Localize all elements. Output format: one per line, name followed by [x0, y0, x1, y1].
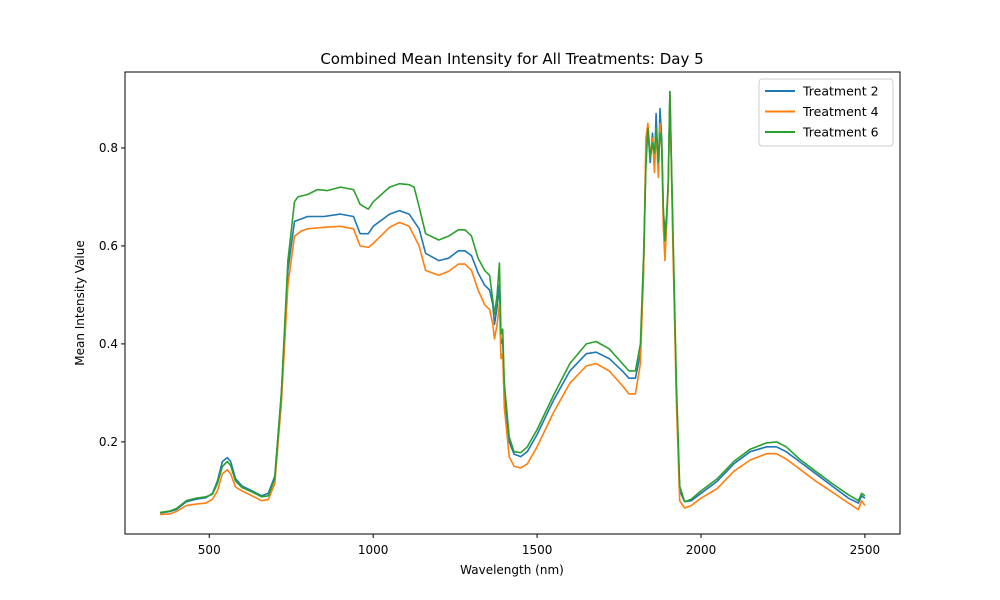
plot-area: [159, 90, 866, 516]
x-tick-label: 2000: [686, 543, 717, 557]
x-axis-label: Wavelength (nm): [460, 563, 564, 577]
y-axis: 0.2 0.4 0.6 0.8: [99, 141, 125, 449]
legend-label: Treatment 6: [802, 125, 879, 140]
series-line-1: [159, 90, 866, 514]
x-tick-label: 500: [198, 543, 221, 557]
y-tick-label: 0.8: [99, 141, 118, 155]
y-axis-label: Mean Intensity Value: [73, 240, 87, 366]
x-tick-label: 1500: [522, 543, 553, 557]
legend-label: Treatment 4: [802, 104, 879, 119]
plot-frame: [124, 71, 901, 535]
y-tick-label: 0.6: [99, 239, 118, 253]
legend: Treatment 2 Treatment 4 Treatment 6: [758, 78, 894, 147]
y-tick-label: 0.4: [99, 337, 118, 351]
y-tick-label: 0.2: [99, 435, 118, 449]
chart-title: Combined Mean Intensity for All Treatmen…: [320, 50, 703, 68]
x-axis: 500 1000 1500 2000 2500: [198, 534, 880, 557]
series-line-2: [160, 93, 866, 516]
legend-label: Treatment 2: [802, 84, 879, 99]
x-tick-label: 2500: [850, 543, 881, 557]
series-line-3: [159, 90, 866, 514]
legend-box: [758, 78, 894, 147]
x-tick-label: 1000: [358, 543, 389, 557]
